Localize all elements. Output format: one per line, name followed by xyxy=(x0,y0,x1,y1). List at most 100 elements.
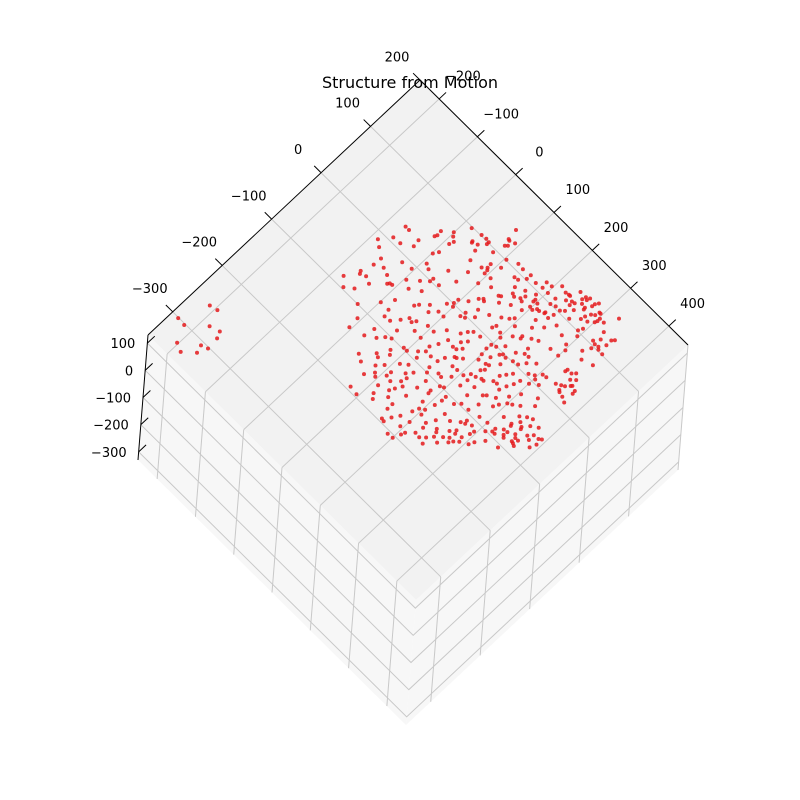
point-0 xyxy=(372,327,377,331)
point-248 xyxy=(421,425,426,430)
point-17 xyxy=(473,248,478,253)
point-104 xyxy=(592,302,597,307)
point-102 xyxy=(593,313,598,318)
point-63 xyxy=(512,294,517,299)
point-53 xyxy=(505,243,510,248)
point-377 xyxy=(420,399,425,404)
point-67 xyxy=(535,301,540,306)
point-44 xyxy=(508,303,513,307)
point-132 xyxy=(563,369,568,374)
point-84 xyxy=(548,302,553,306)
point-155 xyxy=(511,382,516,387)
point-171 xyxy=(454,347,459,352)
point-400 xyxy=(463,421,468,426)
point-86 xyxy=(557,308,562,313)
point-264 xyxy=(466,442,471,447)
point-384 xyxy=(559,333,564,338)
point-344 xyxy=(431,276,436,281)
point-195 xyxy=(529,336,534,341)
point-350 xyxy=(446,268,451,273)
point-119 xyxy=(601,330,606,335)
point-6 xyxy=(217,329,222,334)
point-257 xyxy=(446,440,451,445)
point-302 xyxy=(459,401,464,406)
point-305 xyxy=(442,412,447,416)
point-47 xyxy=(488,262,493,267)
point-418 xyxy=(482,367,487,372)
x-tick-mark-1 xyxy=(214,258,223,266)
point-8 xyxy=(206,346,210,351)
x-tick-mark-3 xyxy=(313,165,322,174)
point-123 xyxy=(596,344,601,349)
point-124 xyxy=(612,338,617,343)
point-380 xyxy=(494,344,499,349)
point-191 xyxy=(498,335,503,340)
point-54 xyxy=(520,267,525,272)
point-71 xyxy=(523,288,528,293)
point-333 xyxy=(387,352,392,357)
point-342 xyxy=(409,266,414,271)
point-158 xyxy=(491,379,496,384)
point-398 xyxy=(398,424,403,429)
point-13 xyxy=(502,243,507,248)
point-105 xyxy=(596,301,601,306)
point-408 xyxy=(533,318,538,322)
point-70 xyxy=(524,276,529,281)
point-452 xyxy=(554,323,559,328)
point-419 xyxy=(458,340,463,345)
point-79 xyxy=(533,281,538,285)
point-137 xyxy=(553,381,558,386)
point-7 xyxy=(215,336,220,341)
point-1 xyxy=(215,308,220,313)
point-254 xyxy=(447,429,452,433)
point-442 xyxy=(388,318,393,323)
point-179 xyxy=(479,352,484,357)
point-449 xyxy=(553,304,558,309)
point-163 xyxy=(473,374,478,379)
grid-wall-z-3 xyxy=(144,369,686,637)
point-28 xyxy=(447,242,452,246)
x-tick-label-5: 200 xyxy=(385,50,410,65)
x-tick-label-0: −300 xyxy=(132,282,168,297)
point-64 xyxy=(528,304,533,309)
point-169 xyxy=(461,356,465,361)
x-tick-label-3: 0 xyxy=(294,143,302,158)
point-285 xyxy=(526,438,531,442)
point-316 xyxy=(437,384,442,389)
point-127 xyxy=(600,352,605,357)
point-320 xyxy=(415,385,420,390)
y-tick-label-2: 0 xyxy=(535,145,543,160)
point-310 xyxy=(400,384,405,389)
point-121 xyxy=(592,342,597,347)
y-tick-mark-1 xyxy=(477,129,485,138)
point-394 xyxy=(428,354,433,359)
point-299 xyxy=(477,414,482,419)
point-260 xyxy=(459,435,464,440)
point-36 xyxy=(398,241,403,246)
point-97 xyxy=(580,297,585,302)
point-340 xyxy=(406,286,411,291)
point-57 xyxy=(512,275,517,280)
point-210 xyxy=(427,344,432,349)
x-tick-label-1: −200 xyxy=(181,236,217,251)
point-273 xyxy=(505,430,510,435)
point-343 xyxy=(418,278,422,283)
point-65 xyxy=(482,271,487,276)
point-4 xyxy=(182,323,187,327)
point-360 xyxy=(357,271,362,276)
point-93 xyxy=(580,301,584,306)
point-413 xyxy=(501,352,505,357)
grid-top-y-3 xyxy=(281,212,555,468)
point-168 xyxy=(450,364,455,369)
point-365 xyxy=(458,383,463,388)
point-437 xyxy=(496,402,501,407)
z-tick-mark-1 xyxy=(140,417,149,426)
point-373 xyxy=(425,323,430,328)
point-313 xyxy=(411,370,416,375)
point-286 xyxy=(519,425,524,429)
x-tick-mark-0 xyxy=(165,304,174,313)
point-395 xyxy=(414,355,419,360)
point-69 xyxy=(528,273,533,278)
y-tick-mark-3 xyxy=(553,205,562,213)
point-94 xyxy=(572,301,577,306)
